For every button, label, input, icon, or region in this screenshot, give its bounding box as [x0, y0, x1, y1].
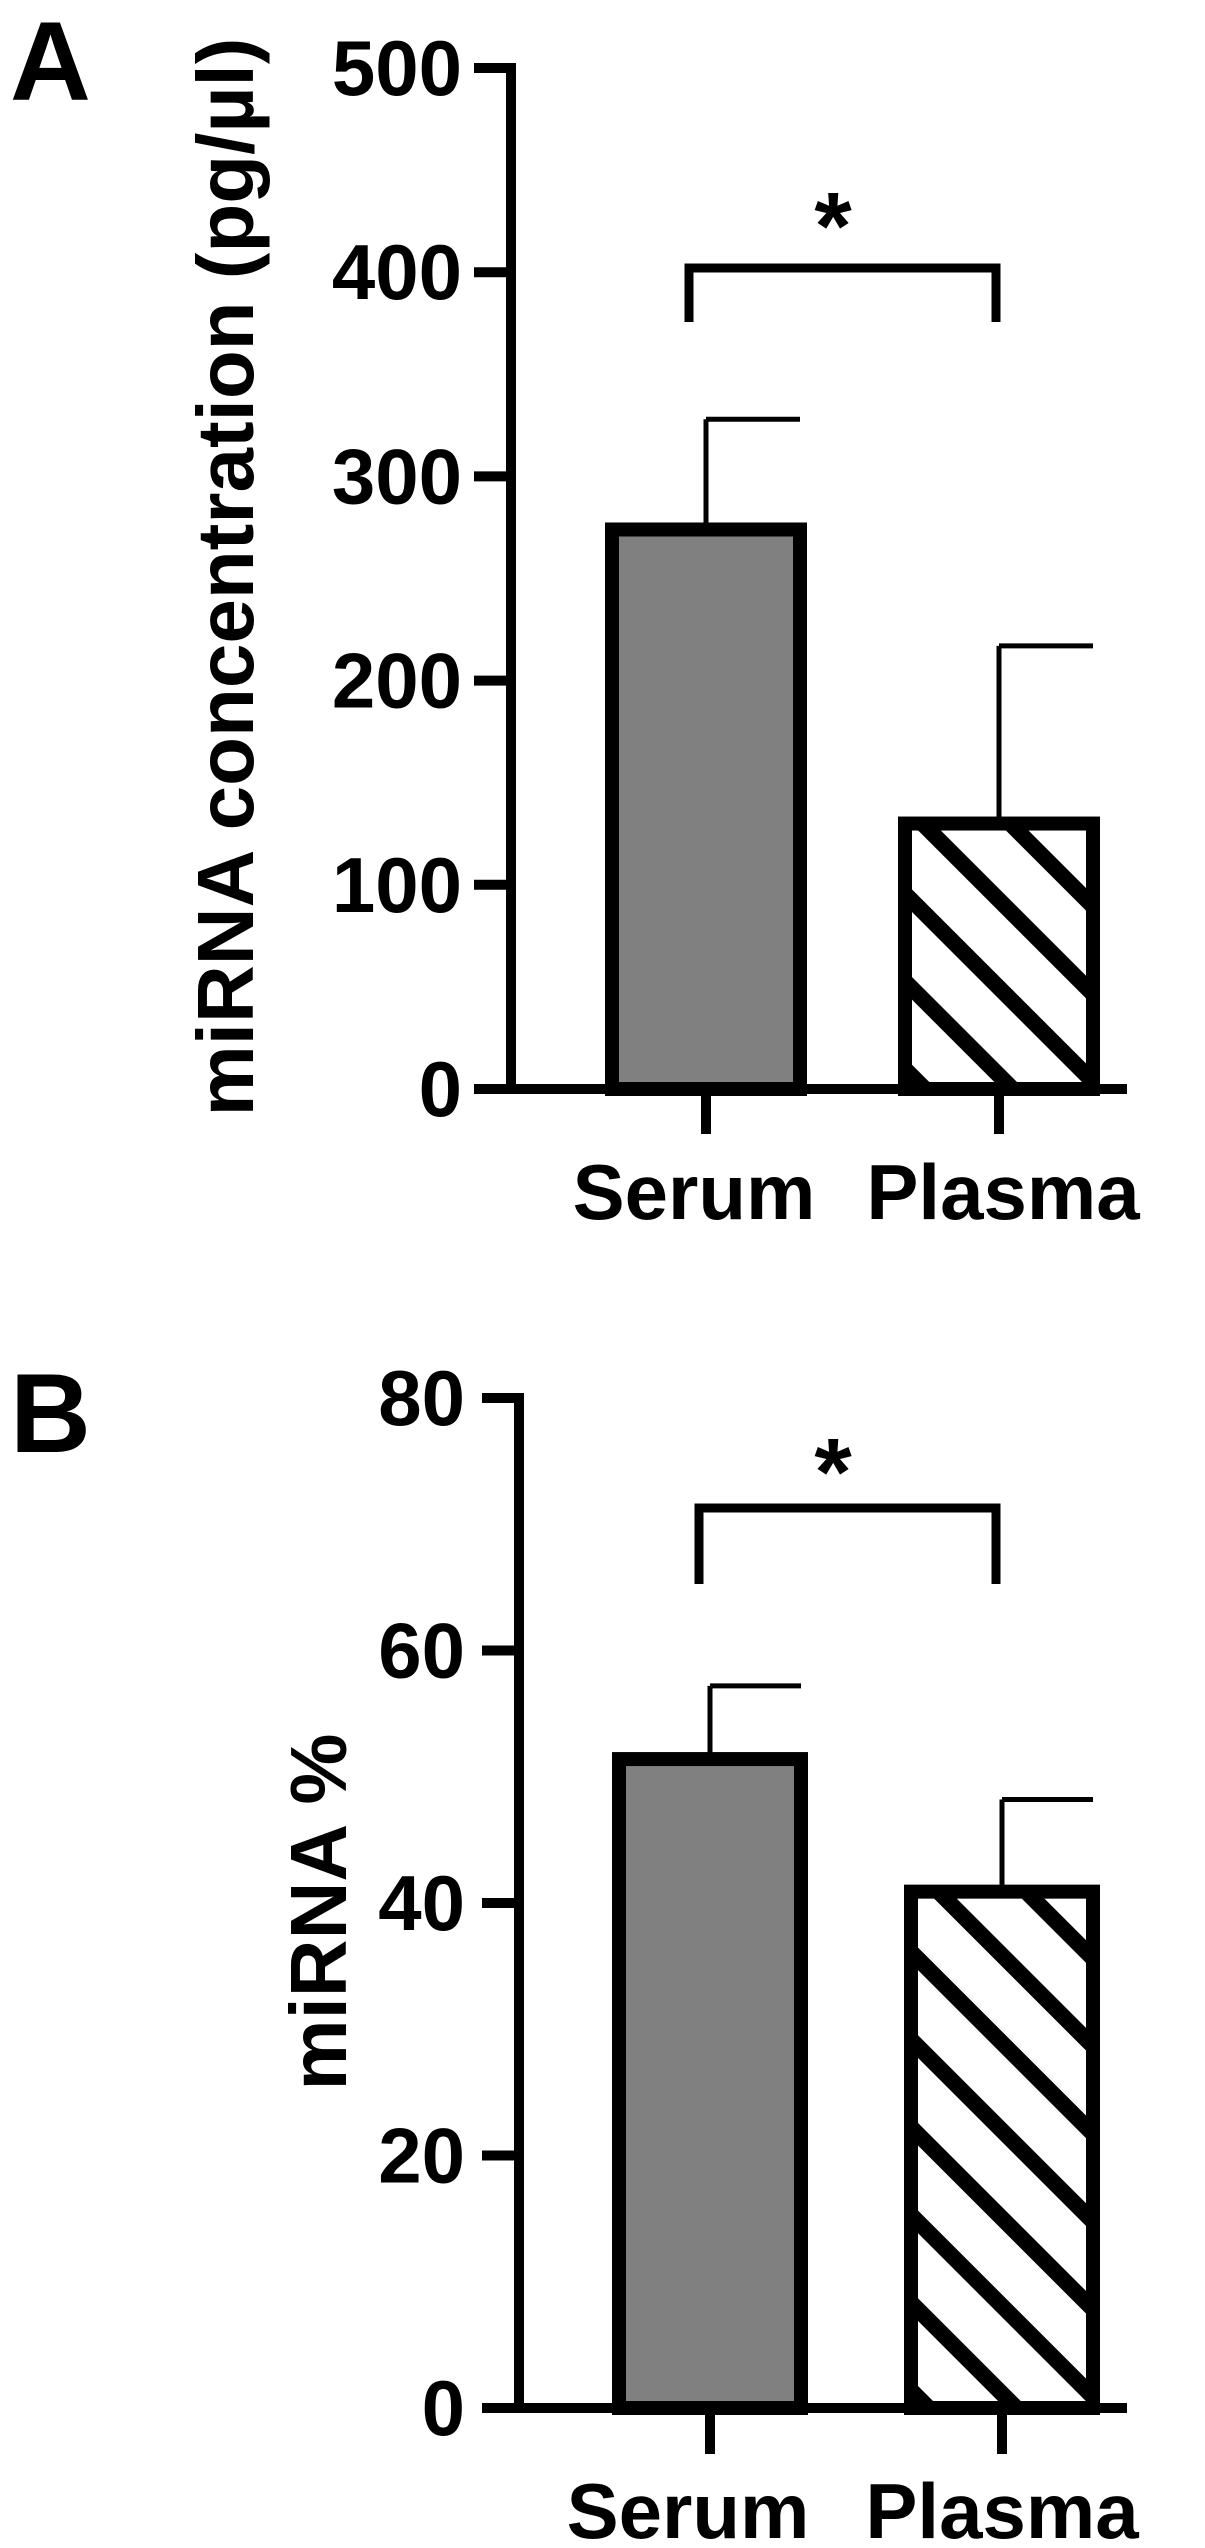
y-tick-label: 40	[378, 1859, 465, 1947]
x-tick-label-serum: Serum	[573, 1148, 816, 1236]
significance-bracket	[694, 1503, 1001, 1584]
y-tick-label: 200	[332, 637, 462, 725]
bar-serum	[612, 1752, 808, 2415]
y-tick-label: 0	[419, 1045, 462, 1133]
y-tick-label: 80	[378, 1354, 465, 1442]
significance-asterisk: *	[814, 1419, 852, 1526]
bar-plasma	[898, 816, 1100, 1096]
x-tick-label-plasma: Plasma	[865, 2467, 1139, 2548]
y-tick-label: 20	[378, 2112, 465, 2200]
x-tick-label-plasma: Plasma	[866, 1148, 1140, 1236]
significance-bracket	[684, 263, 1001, 322]
y-tick-label: 500	[332, 24, 462, 112]
y-tick-label: 300	[332, 432, 462, 520]
bar-serum	[605, 522, 807, 1096]
y-axis-title: miRNA concentration (pg/µl)	[181, 38, 270, 1117]
bar-plasma	[904, 1884, 1100, 2415]
panel-label: B	[10, 1351, 91, 1476]
y-tick-label: 60	[378, 1607, 465, 1695]
significance-asterisk: *	[814, 173, 852, 280]
panel-label: A	[10, 0, 91, 124]
y-axis-title: miRNA %	[274, 1733, 363, 2090]
y-tick-label: 100	[332, 841, 462, 929]
x-tick-label-serum: Serum	[567, 2467, 810, 2548]
y-tick-label: 0	[422, 2364, 465, 2452]
y-tick-label: 400	[332, 228, 462, 316]
